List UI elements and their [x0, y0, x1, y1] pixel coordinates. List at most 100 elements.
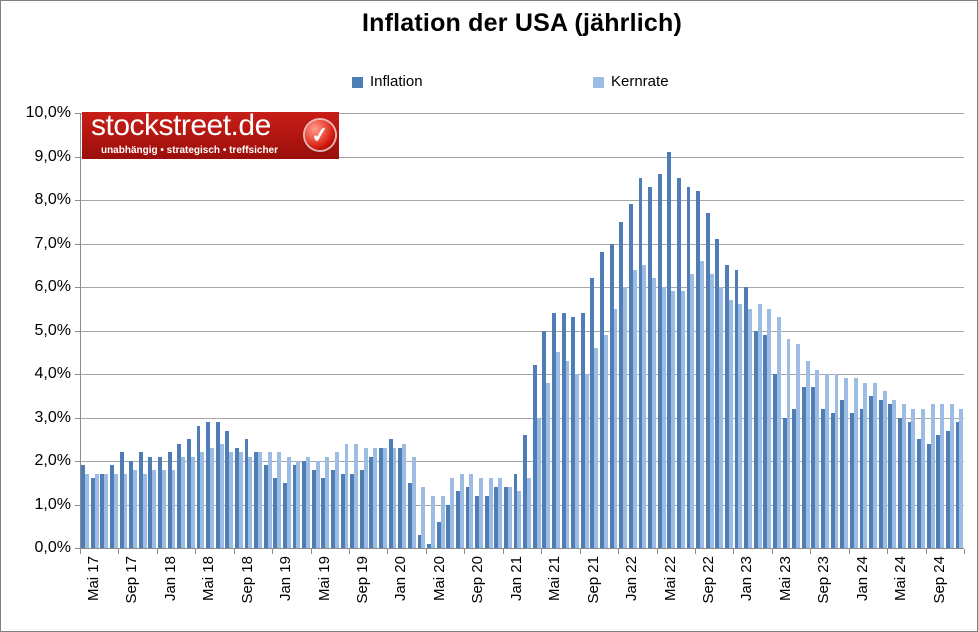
bar-kernrate	[306, 456, 310, 548]
bar-inflation	[484, 495, 489, 548]
bar-kernrate	[680, 291, 685, 548]
x-axis-label: Mai 21	[546, 556, 564, 602]
bar-inflation	[542, 330, 547, 548]
bar-kernrate	[728, 300, 733, 548]
bar-inflation	[186, 439, 191, 548]
bar-kernrate	[181, 456, 186, 548]
bar-kernrate	[815, 369, 820, 548]
bar-inflation	[331, 469, 335, 548]
bar-inflation	[869, 395, 873, 548]
stockstreet-logo: stockstreet.de unabhängig • strategisch …	[82, 109, 339, 159]
bar-kernrate	[527, 478, 531, 548]
y-axis-label: 4,0%	[34, 365, 71, 382]
bar-inflation	[455, 491, 460, 548]
bar-kernrate	[171, 469, 176, 548]
bar-kernrate	[94, 474, 99, 548]
x-axis-label: Mai 22	[661, 556, 679, 602]
bar-kernrate	[392, 447, 397, 548]
bar-inflation	[600, 252, 604, 548]
bar-inflation	[859, 408, 864, 548]
x-tick	[464, 549, 466, 554]
bar-kernrate	[238, 452, 243, 548]
x-tick	[579, 549, 581, 554]
x-tick	[964, 549, 965, 554]
x-tick	[925, 549, 927, 554]
gridline	[80, 461, 964, 462]
x-axis-label: Sep 24	[930, 556, 948, 604]
y-axis-label: 9,0%	[34, 147, 71, 165]
bar-inflation	[350, 474, 355, 548]
y-tick	[75, 243, 80, 245]
bar-inflation	[225, 430, 230, 548]
bar-inflation	[234, 447, 239, 548]
legend-label-kernrate: Kernrate	[611, 73, 669, 90]
bar-inflation	[138, 452, 143, 548]
bar-inflation	[282, 482, 287, 548]
bar-kernrate	[757, 304, 762, 548]
x-tick	[887, 549, 889, 554]
bar-kernrate	[229, 452, 234, 548]
bar-inflation	[888, 404, 893, 548]
bar-inflation	[648, 186, 652, 548]
y-tick	[75, 461, 80, 462]
bar-inflation	[773, 374, 777, 548]
y-tick	[75, 548, 80, 549]
bar-inflation	[792, 408, 797, 548]
bar-kernrate	[507, 487, 512, 548]
bar-inflation	[523, 434, 528, 548]
bar-kernrate	[853, 378, 858, 548]
bar-inflation	[244, 439, 249, 548]
x-tick	[80, 549, 81, 554]
x-tick	[233, 549, 235, 554]
bar-kernrate	[334, 452, 339, 548]
y-axis-line	[80, 113, 81, 549]
bar-inflation	[254, 452, 259, 548]
bar-inflation	[667, 152, 672, 548]
bar-inflation	[446, 504, 451, 548]
bar-inflation	[590, 278, 595, 548]
chart-title: Inflation der USA (jährlich)	[362, 9, 682, 37]
bar-inflation	[148, 456, 153, 548]
x-axis-label: Mai 23	[776, 556, 794, 602]
x-axis-label: Jan 18	[161, 556, 179, 602]
bar-inflation	[571, 317, 576, 548]
check-icon: ✓	[310, 122, 330, 148]
legend-marker-inflation-icon	[352, 76, 363, 88]
logo-brand-text: stockstreet.de	[91, 109, 271, 142]
bar-kernrate	[152, 469, 157, 548]
checkmark-badge-icon: ✓	[303, 118, 337, 152]
x-axis-label: Mai 24	[892, 556, 910, 602]
x-tick	[425, 549, 427, 554]
bar-inflation	[503, 487, 508, 548]
bar-inflation	[388, 439, 393, 548]
bar-inflation	[177, 443, 182, 548]
bar-kernrate	[459, 474, 464, 548]
bar-inflation	[686, 186, 691, 548]
bar-inflation	[955, 421, 960, 548]
bar-kernrate	[469, 474, 474, 548]
bar-inflation	[465, 487, 470, 548]
x-axis-label: Mai 19	[315, 556, 333, 602]
bar-kernrate	[671, 291, 676, 548]
bar-kernrate	[594, 347, 599, 548]
bar-kernrate	[421, 487, 426, 548]
x-axis-label: Sep 18	[238, 556, 256, 604]
bar-inflation	[215, 421, 220, 548]
bar-kernrate	[113, 474, 118, 548]
bar-inflation	[359, 469, 364, 548]
bar-kernrate	[219, 443, 224, 548]
y-axis-label: 5,0%	[34, 321, 71, 339]
x-tick	[156, 549, 158, 554]
y-axis-label: 3,0%	[34, 408, 71, 426]
gridline	[80, 374, 964, 375]
x-axis-label: Mai 20	[430, 556, 448, 602]
bar-inflation	[552, 313, 556, 548]
bar-kernrate	[892, 400, 897, 548]
x-axis-label: Jan 19	[277, 556, 295, 602]
y-tick	[75, 113, 80, 114]
bar-kernrate	[911, 408, 916, 548]
y-axis-label: 6,0%	[34, 278, 71, 295]
bar-kernrate	[863, 382, 868, 548]
